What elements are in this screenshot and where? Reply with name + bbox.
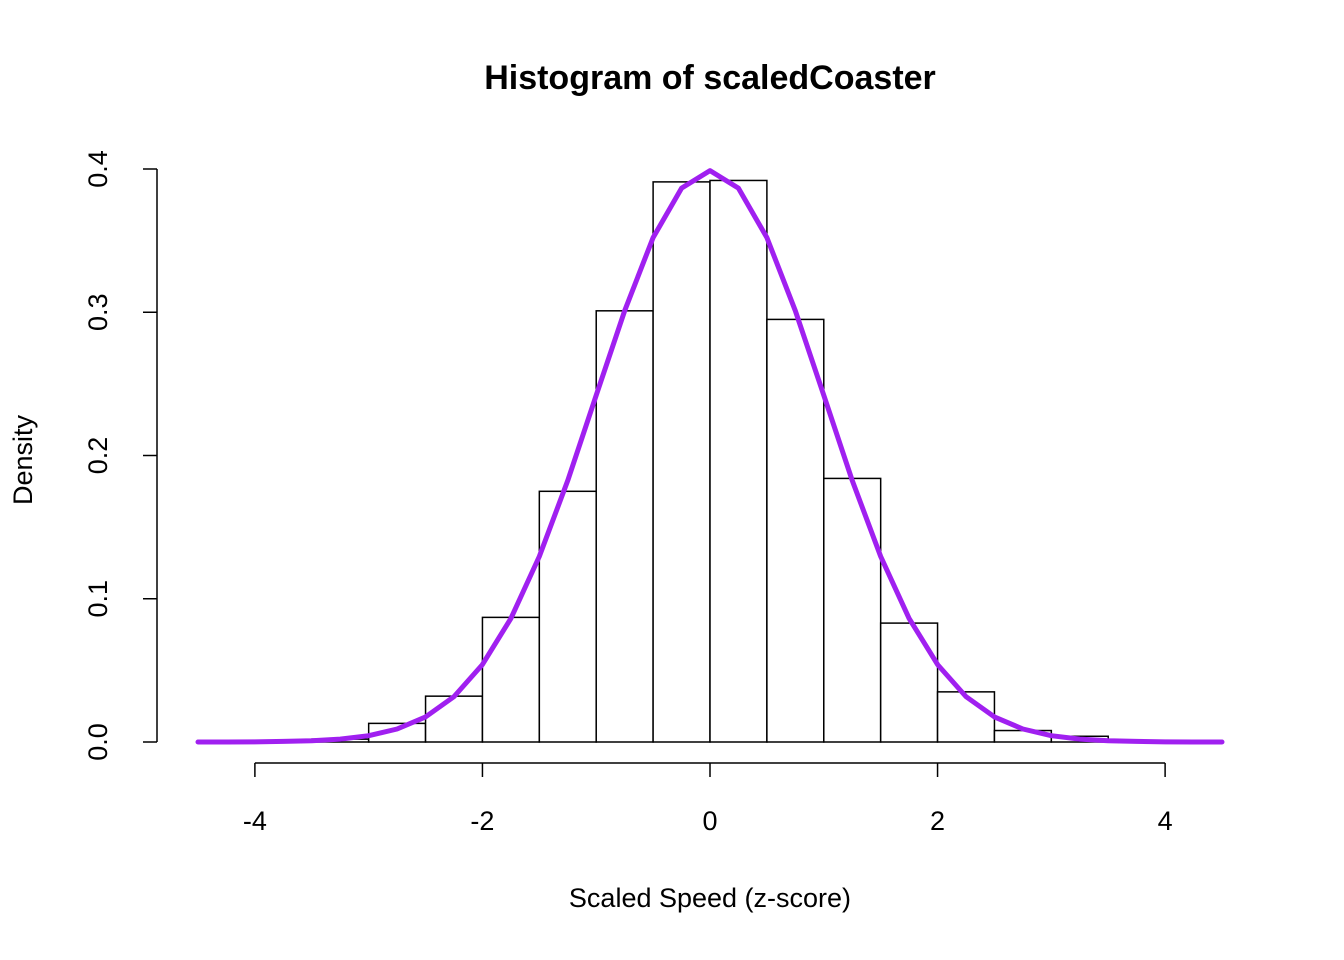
y-tick-label: 0.1: [83, 580, 113, 618]
histogram-bar: [823, 477, 882, 743]
y-tick-label: 0.3: [83, 293, 113, 331]
x-tick-label: -4: [243, 806, 267, 836]
histogram-bar: [879, 622, 939, 743]
histogram-bar: [652, 181, 711, 743]
x-tick-label: 0: [702, 806, 717, 836]
x-tick-label: 4: [1158, 806, 1173, 836]
chart-title: Histogram of scaledCoaster: [484, 59, 936, 97]
x-tick-label: -2: [470, 806, 494, 836]
histogram-bar: [481, 616, 541, 743]
histogram-bar: [766, 318, 825, 743]
density-curve: [195, 168, 1225, 745]
x-tick-label: 2: [930, 806, 945, 836]
y-axis-label: Density: [8, 414, 38, 505]
x-axis-label: Scaled Speed (z-score): [569, 883, 851, 913]
y-tick-label: 0.4: [83, 150, 113, 188]
histogram-bar: [709, 179, 768, 743]
histogram-bar: [424, 695, 484, 743]
y-tick-label: 0.0: [83, 723, 113, 761]
y-tick-label: 0.2: [83, 437, 113, 475]
